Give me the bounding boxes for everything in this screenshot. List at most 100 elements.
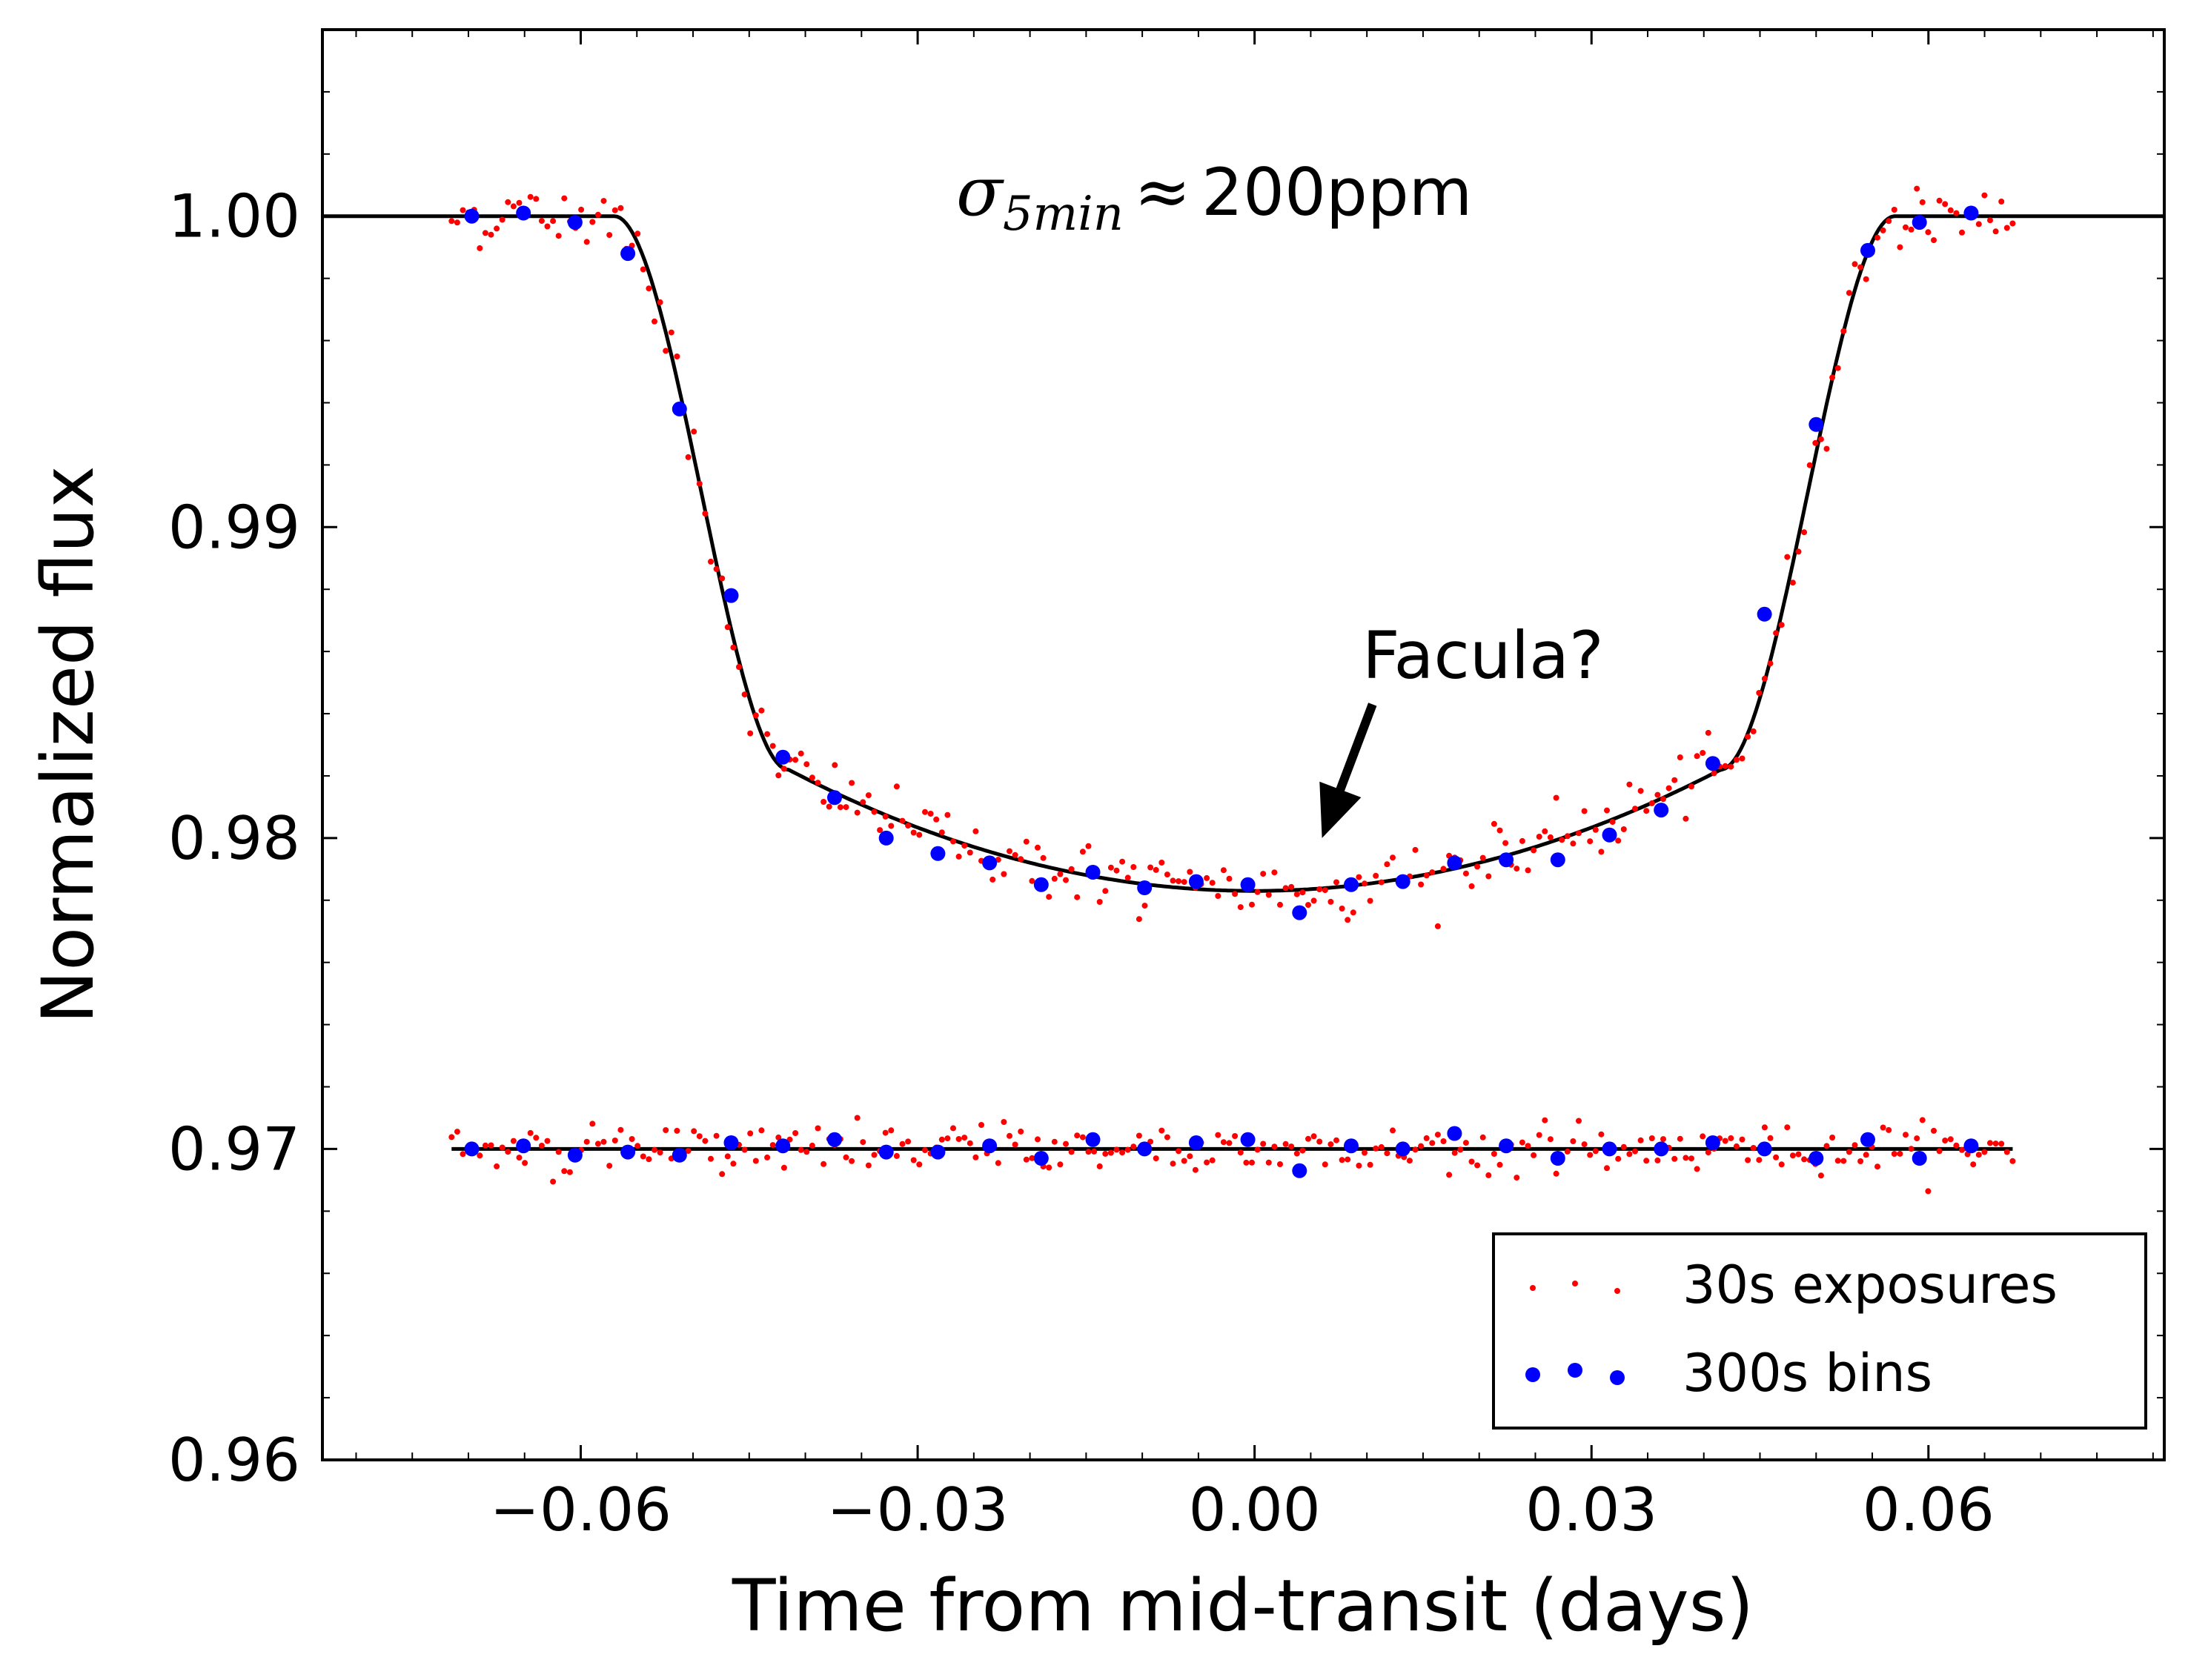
- raw-point: [1745, 734, 1751, 740]
- raw-residual-point: [600, 1138, 607, 1145]
- binned-residual-point: [620, 1144, 636, 1160]
- y-tick-label: 1.00: [168, 182, 300, 251]
- raw-point: [448, 218, 455, 225]
- raw-point: [736, 664, 742, 670]
- raw-point: [1220, 867, 1227, 874]
- raw-point: [646, 285, 652, 292]
- raw-point: [938, 829, 945, 836]
- raw-point: [1440, 866, 1447, 872]
- raw-point: [1310, 897, 1317, 904]
- raw-point: [815, 780, 821, 786]
- binned-point: [1292, 905, 1307, 920]
- raw-point: [1496, 827, 1503, 834]
- raw-point: [1474, 863, 1481, 870]
- raw-residual-point: [1063, 1141, 1069, 1147]
- raw-residual-point: [1412, 1146, 1419, 1153]
- raw-point: [1914, 185, 1920, 192]
- binned-residual-point: [878, 1144, 894, 1160]
- raw-residual-point: [1688, 1155, 1694, 1162]
- raw-point: [1147, 864, 1154, 871]
- raw-residual-point: [1795, 1151, 1802, 1158]
- raw-residual-point: [1587, 1152, 1594, 1158]
- raw-residual-point: [1519, 1139, 1525, 1146]
- raw-residual-point: [1880, 1124, 1886, 1131]
- binned-point: [1757, 606, 1772, 622]
- binned-residual-point: [672, 1147, 687, 1163]
- raw-point: [865, 792, 872, 799]
- raw-point: [1327, 898, 1334, 905]
- raw-residual-point: [1919, 1117, 1926, 1123]
- raw-point: [1491, 820, 1497, 827]
- raw-point: [1074, 894, 1081, 900]
- raw-residual-point: [1654, 1157, 1661, 1163]
- raw-point: [1260, 871, 1267, 877]
- raw-point: [578, 206, 585, 213]
- raw-point: [1694, 753, 1700, 760]
- raw-residual-point: [916, 1161, 923, 1168]
- raw-residual-point: [1479, 1134, 1486, 1141]
- raw-point: [1975, 221, 1982, 228]
- raw-residual-point: [1592, 1148, 1599, 1155]
- raw-point: [1046, 894, 1052, 900]
- raw-point: [1051, 875, 1058, 882]
- raw-residual-point: [702, 1138, 709, 1144]
- binned-residual-point: [1550, 1151, 1565, 1166]
- raw-point: [1390, 854, 1396, 861]
- raw-residual-point: [978, 1122, 984, 1128]
- binned-residual-point: [1705, 1135, 1720, 1150]
- raw-point: [1141, 903, 1148, 909]
- raw-residual-point: [1237, 1149, 1244, 1156]
- raw-point: [1293, 891, 1300, 897]
- binned-residual-point: [1033, 1151, 1049, 1166]
- raw-point: [1429, 869, 1436, 876]
- raw-point: [1609, 819, 1616, 826]
- raw-residual-point: [1406, 1158, 1413, 1164]
- raw-point: [1620, 826, 1627, 832]
- raw-point: [1007, 848, 1012, 854]
- raw-residual-point: [1012, 1141, 1018, 1148]
- raw-residual-point: [1683, 1155, 1689, 1161]
- raw-point: [1299, 889, 1306, 896]
- raw-point: [1271, 869, 1278, 876]
- binned-residual-point: [1085, 1132, 1101, 1147]
- raw-residual-point: [538, 1143, 545, 1149]
- raw-residual-point: [798, 1146, 804, 1153]
- raw-point: [685, 454, 692, 460]
- raw-residual-point: [1823, 1143, 1830, 1149]
- raw-residual-point: [1271, 1143, 1278, 1150]
- raw-residual-point: [1981, 1149, 1988, 1155]
- raw-point: [1756, 690, 1763, 696]
- raw-point: [1576, 830, 1582, 837]
- raw-point: [1592, 826, 1599, 833]
- raw-residual-point: [606, 1163, 613, 1169]
- raw-point: [989, 876, 996, 883]
- raw-residual-point: [1553, 1170, 1559, 1177]
- raw-point: [1817, 436, 1824, 442]
- facula-arrow-shape: [1319, 703, 1377, 838]
- raw-residual-point: [843, 1154, 849, 1161]
- raw-point: [1761, 675, 1768, 682]
- raw-residual-point: [1705, 1149, 1711, 1156]
- raw-residual-point: [1542, 1117, 1548, 1123]
- raw-residual-point: [713, 1132, 720, 1139]
- raw-residual-point: [1023, 1156, 1030, 1163]
- raw-residual-point: [1215, 1132, 1221, 1138]
- raw-residual-point: [1581, 1141, 1588, 1148]
- raw-point: [1834, 365, 1841, 371]
- binned-point: [982, 855, 998, 871]
- binned-point: [1912, 215, 1927, 230]
- raw-residual-point: [708, 1155, 714, 1162]
- raw-point: [1908, 226, 1914, 233]
- raw-residual-point: [1632, 1148, 1638, 1155]
- raw-point: [1919, 199, 1926, 205]
- raw-point: [1789, 580, 1796, 586]
- raw-point: [550, 218, 557, 225]
- raw-point: [1637, 788, 1644, 794]
- raw-point: [1784, 554, 1791, 560]
- binned-residual-point: [827, 1132, 842, 1147]
- raw-residual-point: [1074, 1132, 1081, 1139]
- raw-residual-point: [685, 1148, 692, 1154]
- raw-residual-point: [1840, 1158, 1847, 1164]
- raw-residual-point: [1046, 1164, 1052, 1171]
- raw-residual-point: [1220, 1139, 1227, 1146]
